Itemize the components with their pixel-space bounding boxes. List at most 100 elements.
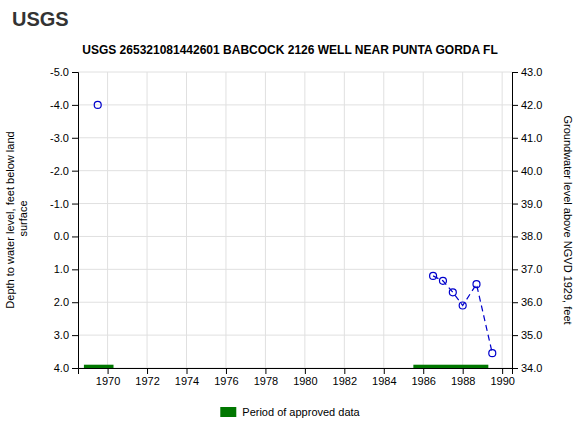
tick-mark — [72, 105, 78, 106]
grid-line-y — [78, 203, 512, 204]
grid — [78, 72, 512, 368]
tick: 1.0 — [54, 263, 78, 275]
tick-mark — [265, 368, 266, 374]
tick: 38.0 — [512, 230, 542, 242]
tick-label: 37.0 — [521, 263, 542, 275]
grid-line-x — [462, 72, 463, 368]
axis-title-y: Depth to water level, feet below land su… — [4, 131, 29, 308]
tick-mark — [72, 138, 78, 139]
tick: 0.0 — [54, 230, 78, 242]
data-point — [449, 289, 456, 296]
tick-mark — [384, 368, 385, 374]
tick-mark — [463, 368, 464, 374]
tick-label: 1982 — [333, 375, 357, 387]
tick-label: 1986 — [411, 375, 435, 387]
tick-label: 1976 — [214, 375, 238, 387]
tick: 1988 — [451, 368, 475, 387]
tick-label: 42.0 — [521, 99, 542, 111]
tick: 1970 — [96, 368, 120, 387]
tick-mark — [72, 368, 78, 369]
tick-mark — [512, 72, 518, 73]
grid-line-y — [78, 72, 512, 73]
tick-label: -1.0 — [50, 198, 69, 210]
grid-line-y — [78, 335, 512, 336]
grid-line-x — [186, 72, 187, 368]
tick: 39.0 — [512, 198, 542, 210]
tick-label: 1972 — [135, 375, 159, 387]
tick-mark — [512, 236, 518, 237]
tick-label: 1970 — [96, 375, 120, 387]
series — [430, 272, 496, 356]
tick-label: 39.0 — [521, 198, 542, 210]
tick-mark — [512, 171, 518, 172]
tick-mark — [72, 171, 78, 172]
approved-period — [84, 365, 114, 368]
grid-line-y — [78, 302, 512, 303]
tick-mark — [108, 368, 109, 374]
tick: 42.0 — [512, 99, 542, 111]
tick-mark — [187, 368, 188, 374]
tick: 1978 — [254, 368, 278, 387]
tick: -4.0 — [50, 99, 78, 111]
header-text: USGS — [12, 8, 69, 30]
tick-mark — [147, 368, 148, 374]
tick-label: 1974 — [175, 375, 199, 387]
tick: 1976 — [214, 368, 238, 387]
plot: 1970 1972 1974 1976 1978 1980 1982 1984 1986 1988… — [4, 66, 574, 387]
tick-label: 4.0 — [54, 362, 69, 374]
tick-label: 40.0 — [521, 165, 542, 177]
tick: 3.0 — [54, 329, 78, 341]
axis-line — [513, 73, 519, 369]
tick-mark — [512, 335, 518, 336]
data-point — [430, 272, 437, 279]
grid-line-x — [304, 72, 305, 368]
legend-swatch — [220, 407, 236, 417]
tick-mark — [72, 72, 78, 73]
tick-label: 1980 — [293, 375, 317, 387]
tick-mark — [502, 368, 503, 374]
tick: -2.0 — [50, 165, 78, 177]
tick-label: 38.0 — [521, 230, 542, 242]
data-point — [439, 277, 446, 284]
axis-line — [79, 369, 513, 375]
tick-mark — [512, 138, 518, 139]
tick: 1986 — [411, 368, 435, 387]
tick: 1982 — [333, 368, 357, 387]
tick-label: 1988 — [451, 375, 475, 387]
axis-title-y2: Groundwater level above NGVD 1929, feet — [562, 115, 574, 324]
grid-line-y — [78, 170, 512, 171]
tick-mark — [423, 368, 424, 374]
page: {"chart_data": { "type": "line", "title"… — [0, 0, 580, 430]
legend: Period of approved data — [220, 406, 360, 418]
tick: -1.0 — [50, 198, 78, 210]
marks — [84, 101, 496, 368]
tick-mark — [512, 269, 518, 270]
grid-line-x — [225, 72, 226, 368]
tick-label: 3.0 — [54, 329, 69, 341]
axis-title-line: surface — [17, 200, 29, 239]
grid-line-x — [147, 72, 148, 368]
tick-mark — [512, 204, 518, 205]
tick-mark — [72, 302, 78, 303]
tick: 40.0 — [512, 165, 542, 177]
tick: 36.0 — [512, 296, 542, 308]
tick-label: -5.0 — [50, 66, 69, 78]
tick: 1972 — [135, 368, 159, 387]
title: USGS 265321081442601 BABCOCK 2126 WELL N… — [82, 43, 497, 57]
axis-x: 1970 1972 1974 1976 1978 1980 1982 1984 1986 1988… — [79, 368, 515, 387]
tick-label: 0.0 — [54, 230, 69, 242]
tick: 43.0 — [512, 66, 542, 78]
tick-label: 34.0 — [521, 362, 542, 374]
tick: 37.0 — [512, 263, 542, 275]
tick: 1984 — [372, 368, 396, 387]
tick: 1980 — [293, 368, 317, 387]
tick-label: -3.0 — [50, 132, 69, 144]
tick-mark — [72, 236, 78, 237]
grid-line-y — [78, 269, 512, 270]
tick-mark — [72, 204, 78, 205]
tick: 35.0 — [512, 329, 542, 341]
grid-line-x — [502, 72, 503, 368]
data-point — [459, 302, 466, 309]
tick-label: -4.0 — [50, 99, 69, 111]
tick: 34.0 — [512, 362, 542, 374]
